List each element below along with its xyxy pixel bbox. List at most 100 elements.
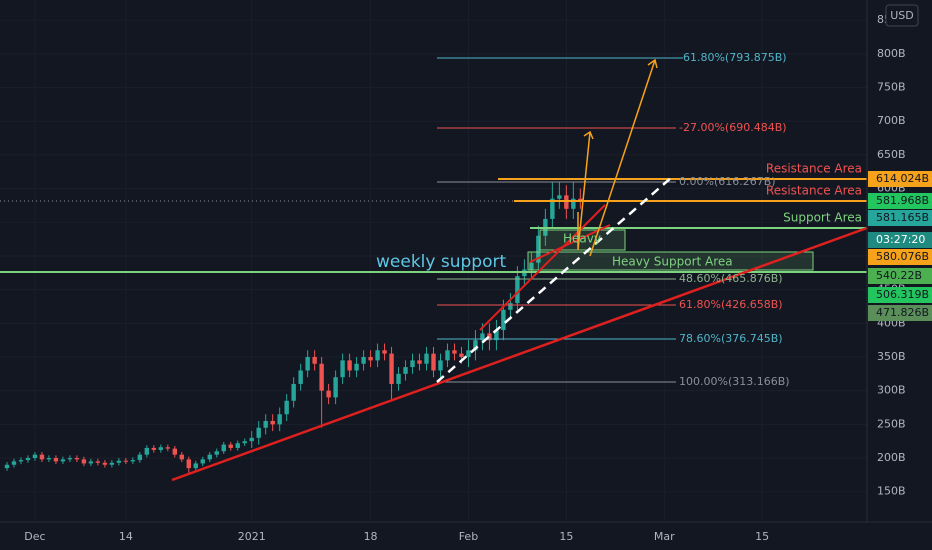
candle-body [151,447,157,450]
candle-body [529,262,534,270]
drawings: -61.80%(793.875B) -27.00%(690.484B) 0.00… [0,51,868,482]
candle-body [144,447,150,455]
candle-body [102,462,108,465]
candle-body [109,462,115,465]
candle-body [333,377,338,398]
candle-body [235,443,240,448]
price-badge [868,305,932,321]
candle-body [263,420,268,428]
trendline [479,204,606,331]
fib-label: 78.60%(376.745B) [679,332,783,345]
candle-body [452,350,457,354]
y-tick-label: 650B [877,148,906,161]
candle-body [123,460,129,462]
currency-box [885,4,919,27]
y-tick-label: 200B [877,451,906,464]
fib-label: 61.80%(426.658B) [679,298,783,311]
candle-body [403,367,408,374]
candle-body [494,330,499,341]
candle-body [228,444,233,448]
y-tick-label: 150B [877,485,906,498]
heavy-support-label: Heavy Support Area [612,255,733,269]
candle-body [305,356,310,371]
price-badge [868,232,932,248]
candle-body [284,400,289,415]
candle-body [445,350,450,361]
candle-body [424,353,429,364]
trendline [171,226,868,482]
candle-body [578,198,583,201]
candle-body [60,459,66,462]
candle-body [431,353,436,371]
candle-body [95,461,101,463]
candle-body [249,437,254,442]
candle-body [298,370,303,384]
candle-body [319,363,324,391]
candle-body [340,360,345,378]
price-badge-label: 581.968B [876,194,929,207]
x-tick-label: 15 [755,530,769,543]
candle-body [375,350,380,361]
price-badge [868,210,932,226]
candle-body [480,333,485,341]
resistance-label: Resistance Area [766,162,862,176]
candle-body [11,461,17,465]
x-tick-label: Mar [654,530,675,543]
arrow [577,131,591,251]
price-badge-label: 03:27:20 [876,233,925,246]
x-tick-label: Feb [459,530,478,543]
fib-label: 0.00%(616.267B) [679,175,776,188]
candle-body [347,360,352,371]
dashed-trendline [436,176,673,383]
candle-body [186,459,191,469]
price-badge [868,171,932,187]
weekly-support-label: weekly support [376,252,506,272]
y-tick-label: 300B [877,384,906,397]
plot-area [4,181,583,475]
candle-body [550,198,555,219]
candle-body [81,459,87,464]
candle-body [53,458,59,462]
price-badge [868,193,932,209]
candle-body [165,447,171,449]
candle-body [466,350,471,357]
candle-body [39,454,45,460]
candle-body [368,356,373,361]
support-label: Support Area [783,211,862,225]
x-tick-label: Dec [24,530,45,543]
candle-body [501,309,506,331]
candle-body [88,461,94,464]
candle-body [438,360,443,371]
fib-label: 48.60%(465.876B) [679,272,783,285]
y-tick-label: 700B [877,114,906,127]
candle-body [46,458,52,460]
x-tick-label: 2021 [238,530,266,543]
price-badge-label: 540.22B [876,269,922,282]
candle-body [571,198,576,209]
fib-label: 100.00%(313.166B) [679,375,790,388]
candle-body [557,195,562,199]
candle-body [536,235,541,263]
candle-body [354,363,359,371]
candle-body [158,447,164,450]
price-badge [868,287,932,303]
candle-body [221,444,226,452]
price-badge [868,268,932,284]
y-tick-label: 250B [877,417,906,430]
y-tick-label: 750B [877,81,906,94]
candle-body [256,427,261,438]
candle-body [396,373,401,384]
candle-body [25,458,31,461]
candle-body [291,383,296,401]
candle-body [473,340,478,351]
candle-body [410,360,415,368]
candle-body [116,460,122,463]
candle-body [74,458,80,460]
candle-body [508,303,513,310]
fib-label: -27.00%(690.484B) [679,121,787,134]
trendline [529,224,611,263]
candle-body [389,353,394,384]
fib-label: -61.80%(793.875B) [679,51,787,64]
heavy-support-box [527,251,814,271]
resistance-label: Resistance Area [766,184,862,198]
